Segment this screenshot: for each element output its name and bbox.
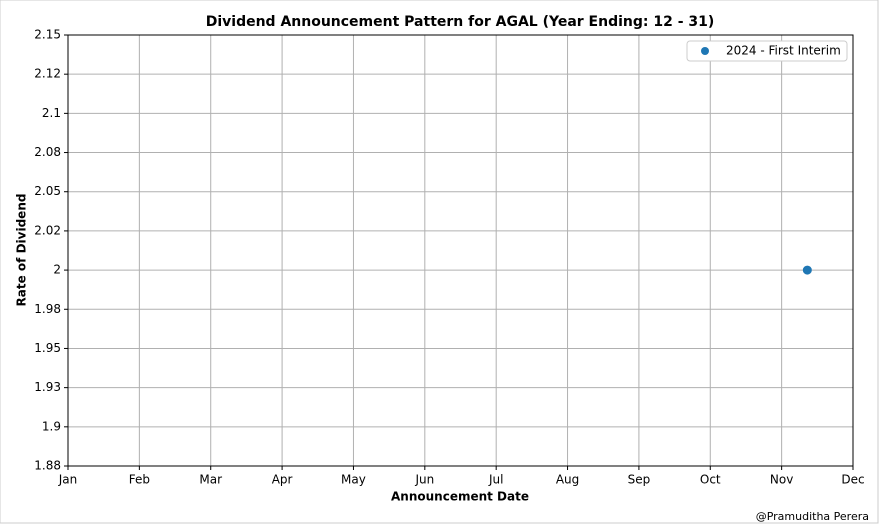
- x-tick-label: Apr: [272, 473, 293, 487]
- y-tick-label: 1.93: [34, 380, 61, 394]
- y-tick-label: 2.02: [34, 223, 61, 237]
- y-tick-label: 1.98: [34, 302, 61, 316]
- x-tick-label: May: [341, 473, 366, 487]
- y-axis-label: Rate of Dividend: [15, 194, 29, 307]
- chart-title: Dividend Announcement Pattern for AGAL (…: [206, 14, 715, 30]
- x-tick-label: Jun: [414, 473, 434, 487]
- y-tick-label: 2: [53, 263, 61, 277]
- plot-frame: [67, 34, 854, 467]
- y-tick-label: 2.15: [34, 28, 61, 42]
- legend-box: [686, 40, 848, 62]
- x-axis-label: Announcement Date: [391, 490, 529, 504]
- x-tick-label: Mar: [199, 473, 222, 487]
- legend-label: 2024 - First Interim: [726, 44, 841, 58]
- legend-marker: [701, 47, 709, 55]
- x-tick-label: Jan: [58, 473, 78, 487]
- y-tick-label: 2.05: [34, 184, 61, 198]
- legend: 2024 - First Interim: [686, 40, 848, 62]
- point: [802, 265, 812, 275]
- y-tick-label: 1.88: [34, 459, 61, 473]
- x-tick-label: Dec: [841, 473, 864, 487]
- y-tick-label: 2.12: [34, 67, 61, 81]
- x-tick-label: Sep: [628, 473, 651, 487]
- y-tick-label: 1.9: [42, 419, 61, 433]
- x-tick-label: Feb: [129, 473, 150, 487]
- x-tick-label: Jul: [488, 473, 503, 487]
- x-tick-label: Nov: [770, 473, 793, 487]
- x-tick-label: Aug: [556, 473, 579, 487]
- y-tick-label: 2.1: [42, 106, 61, 120]
- y-tick-label: 1.95: [34, 341, 61, 355]
- y-tick-label: 2.08: [34, 145, 61, 159]
- x-tick-label: Oct: [700, 473, 721, 487]
- watermark: @Pramuditha Perera: [756, 510, 869, 523]
